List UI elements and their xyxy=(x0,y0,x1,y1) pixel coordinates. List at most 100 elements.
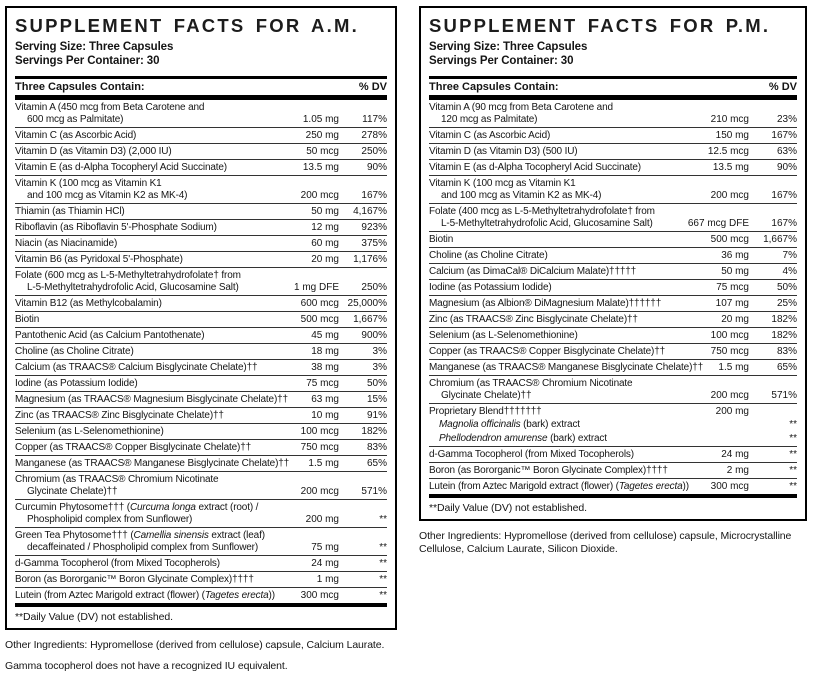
row-amount: 12.5 mcg xyxy=(707,145,749,157)
header-dv-label: % DV xyxy=(768,81,797,93)
table-row: Copper (as TRAACS® Copper Bisglycinate C… xyxy=(429,343,797,359)
row-name: Vitamin B12 (as Methylcobalamin) xyxy=(15,298,273,310)
row-amount: 75 mg xyxy=(311,541,339,553)
row-name: Folate (600 mcg as L-5-Methyltetrahydrof… xyxy=(15,270,273,294)
row-name-line: and 100 mcg as Vitamin K2 as MK-4) xyxy=(441,189,602,201)
table-row-line: Chromium (as TRAACS® Chromium Nicotinate… xyxy=(429,376,797,403)
row-name-line: Choline (as Choline Citrate) xyxy=(429,249,548,261)
table-row-line: Zinc (as TRAACS® Zinc Bisglycinate Chela… xyxy=(429,312,797,327)
row-amount: 107 mg xyxy=(715,297,749,309)
latin-name-italic: Camellia sinensis xyxy=(133,529,209,541)
row-amount: 100 mcg xyxy=(710,329,749,341)
latin-name-italic: Magnolia officinalis xyxy=(439,419,521,430)
other-ingredients-text: Other Ingredients: Hypromellose (derived… xyxy=(5,639,385,651)
table-row: Zinc (as TRAACS® Zinc Bisglycinate Chela… xyxy=(15,407,387,423)
table-row: Biotin 500 mcg 1,667% xyxy=(429,231,797,247)
row-name-line: Thiamin (as Thiamin HCl) xyxy=(15,205,125,217)
row-name: Pantothenic Acid (as Calcium Pantothenat… xyxy=(15,330,273,342)
row-name-line: Lutein (from Aztec Marigold extract (flo… xyxy=(429,480,689,492)
row-name-line: decaffeinated / Phospholipid complex fro… xyxy=(27,541,259,553)
table-row: Vitamin C (as Ascorbic Acid) 250 mg 278% xyxy=(15,127,387,143)
row-amount: 13.5 mg xyxy=(712,161,749,173)
table-row-line: Choline (as Choline Citrate) 18 mg 3% xyxy=(15,344,387,359)
row-dv: ** xyxy=(789,419,797,430)
row-amount: 200 mcg xyxy=(300,485,339,497)
row-name: Boron (as Bororganic™ Boron Glycinate Co… xyxy=(429,465,683,477)
row-name: Calcium (as DimaCal® DiCalcium Malate)††… xyxy=(429,266,683,278)
row-amount: 50 mg xyxy=(721,265,749,277)
table-row: Copper (as TRAACS® Copper Bisglycinate C… xyxy=(15,439,387,455)
row-dv: ** xyxy=(379,557,387,569)
row-name-line: Niacin (as Niacinamide) xyxy=(15,237,118,249)
row-amount: 300 mcg xyxy=(710,480,749,492)
row-amount: 1.05 mg xyxy=(302,113,339,125)
table-row-line: Folate (600 mcg as L-5-Methyltetrahydrof… xyxy=(15,268,387,295)
row-dv: 4% xyxy=(782,265,797,277)
row-name-line: Calcium (as DimaCal® DiCalcium Malate)††… xyxy=(429,265,637,277)
row-name: Manganese (as TRAACS® Manganese Bisglyci… xyxy=(15,458,289,470)
row-name: Vitamin D (as Vitamin D3) (2,000 IU) xyxy=(15,146,273,158)
panel-title: SUPPLEMENT FACTS FOR A.M. xyxy=(15,15,359,36)
table-row-line: Vitamin E (as d-Alpha Tocopheryl Acid Su… xyxy=(429,160,797,175)
gamma-tocopherol-note: Gamma tocopherol does not have a recogni… xyxy=(5,660,288,672)
table-row: Thiamin (as Thiamin HCl) 50 mg 4,167% xyxy=(15,203,387,219)
table-row-line: Magnesium (as TRAACS® Magnesium Bisglyci… xyxy=(15,392,387,407)
row-amount: 63 mg xyxy=(311,393,339,405)
row-dv: 63% xyxy=(776,145,797,157)
row-amount: 200 mcg xyxy=(710,389,749,401)
servings-per-container-line: Servings Per Container: 30 xyxy=(15,55,160,67)
table-row: Vitamin K (100 mcg as Vitamin K1 and 100 … xyxy=(15,175,387,203)
row-amount: 20 mg xyxy=(721,313,749,325)
row-name: Zinc (as TRAACS® Zinc Bisglycinate Chela… xyxy=(429,314,683,326)
table-row: Vitamin K (100 mcg as Vitamin K1 and 100 … xyxy=(429,175,797,203)
table-row: Iodine (as Potassium Iodide) 75 mcg 50% xyxy=(15,375,387,391)
row-name-line: Vitamin E (as d-Alpha Tocopheryl Acid Su… xyxy=(15,161,227,173)
row-name: Selenium (as L-Selenomethionine) xyxy=(15,426,273,438)
table-row: Vitamin B6 (as Pyridoxal 5'-Phosphate) 20… xyxy=(15,251,387,267)
row-name-line: Phellodendron amurense (bark) extract xyxy=(439,432,607,444)
row-amount: 45 mg xyxy=(311,329,339,341)
latin-name-italic: Phellodendron amurense xyxy=(439,432,548,444)
table-row: Lutein (from Aztec Marigold extract (flo… xyxy=(429,478,797,494)
row-dv: 1,176% xyxy=(353,253,387,265)
supplement-facts-panel-am: SUPPLEMENT FACTS FOR A.M. Serving Size: … xyxy=(5,6,397,630)
table-row: Zinc (as TRAACS® Zinc Bisglycinate Chela… xyxy=(429,311,797,327)
row-dv: 65% xyxy=(366,457,387,469)
row-dv: 7% xyxy=(782,249,797,261)
table-subrow: Phellodendron amurense (bark) extract ** xyxy=(429,433,797,447)
row-amount: 20 mg xyxy=(311,253,339,265)
row-name-line: Iodine (as Potassium Iodide) xyxy=(429,281,552,293)
row-name-line: Vitamin D (as Vitamin D3) (2,000 IU) xyxy=(15,145,172,157)
row-amount: 60 mg xyxy=(311,237,339,249)
row-name-line: Copper (as TRAACS® Copper Bisglycinate C… xyxy=(429,345,666,357)
row-name: Lutein (from Aztec Marigold extract (flo… xyxy=(429,480,689,493)
row-name: Iodine (as Potassium Iodide) xyxy=(15,378,273,390)
row-name: Folate (400 mcg as L-5-Methyltetrahydrof… xyxy=(429,206,683,230)
row-dv: 1,667% xyxy=(353,313,387,325)
row-name: Riboflavin (as Riboflavin 5'-Phosphate S… xyxy=(15,222,273,234)
row-dv: 90% xyxy=(366,161,387,173)
table-row-line: Boron (as Bororganic™ Boron Glycinate Co… xyxy=(15,572,387,587)
row-name-line: Vitamin D (as Vitamin D3) (500 IU) xyxy=(429,145,578,157)
row-dv: 1,667% xyxy=(763,233,797,245)
table-row: Manganese (as TRAACS® Manganese Bisglyci… xyxy=(15,455,387,471)
row-name-line: Vitamin C (as Ascorbic Acid) xyxy=(429,129,551,141)
table-row-line: Vitamin A (90 mcg from Beta Carotene and… xyxy=(429,100,797,127)
row-dv: 90% xyxy=(776,161,797,173)
row-name-line: Pantothenic Acid (as Calcium Pantothenat… xyxy=(15,329,205,341)
table-row: Vitamin A (450 mcg from Beta Carotene an… xyxy=(15,100,387,127)
daily-value-footnote: **Daily Value (DV) not established. xyxy=(15,603,387,628)
table-row: Vitamin B12 (as Methylcobalamin) 600 mcg 2… xyxy=(15,295,387,311)
row-dv: 50% xyxy=(776,281,797,293)
row-amount: 1.5 mg xyxy=(718,361,749,373)
table-row: Selenium (as L-Selenomethionine) 100 mcg 1… xyxy=(429,327,797,343)
table-row-line: Vitamin B6 (as Pyridoxal 5'-Phosphate) 20… xyxy=(15,252,387,267)
row-name-line: Magnolia officinalis (bark) extract xyxy=(439,419,580,430)
table-row-line: Selenium (as L-Selenomethionine) 100 mcg 1… xyxy=(15,424,387,439)
table-row-line: Manganese (as TRAACS® Manganese Bisglyci… xyxy=(15,456,387,471)
row-name-line: Vitamin C (as Ascorbic Acid) xyxy=(15,129,137,141)
table-row-line: Calcium (as DimaCal® DiCalcium Malate)††… xyxy=(429,264,797,279)
table-row-line: Vitamin C (as Ascorbic Acid) 150 mg 167% xyxy=(429,128,797,143)
row-name-line: Riboflavin (as Riboflavin 5'-Phosphate S… xyxy=(15,221,217,233)
row-name-line: Proprietary Blend††††††† xyxy=(429,405,542,417)
